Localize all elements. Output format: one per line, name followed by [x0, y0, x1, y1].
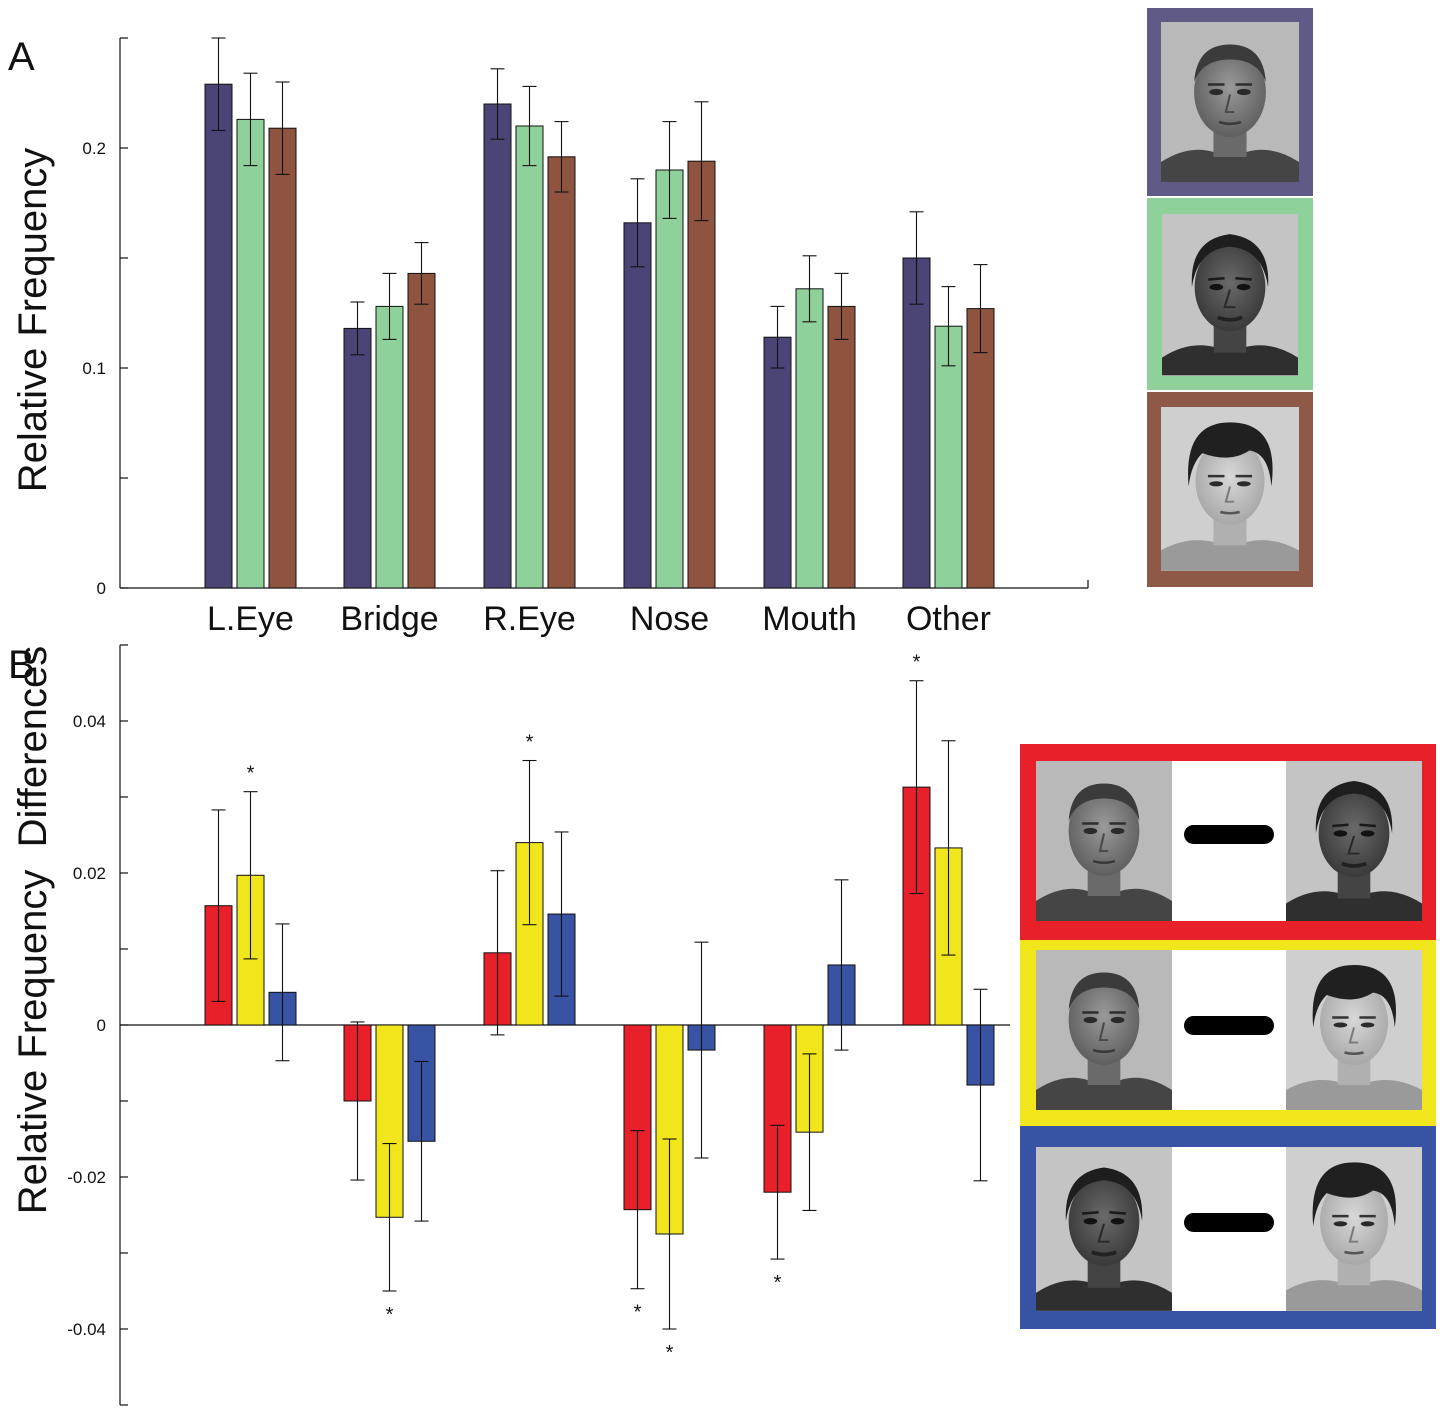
bar [623, 222, 652, 589]
legend-b-red-difference [1020, 744, 1436, 940]
legend-a-purple-face [1147, 8, 1313, 196]
panel-b-letter: B [8, 643, 35, 687]
legend-a-brown-face [1147, 392, 1313, 587]
y-tick-label: 0 [97, 579, 106, 598]
face-photo-icon [1284, 948, 1424, 1112]
face-photo-icon [1034, 759, 1174, 923]
minus-sign-icon [1184, 1016, 1274, 1035]
panel-a-letter: A [8, 35, 35, 79]
bar [515, 125, 544, 589]
category-label: Nose [630, 600, 709, 638]
category-label: L.Eye [207, 600, 294, 638]
panel-b-ylabel: Relative Frequency Differences [11, 646, 55, 1214]
bar [483, 103, 512, 589]
y-tick-label: 0 [97, 1016, 106, 1035]
y-tick-label: -0.04 [67, 1320, 106, 1339]
significance-marker: * [913, 652, 921, 674]
minus-sign-icon [1184, 1213, 1274, 1232]
y-tick-label: 0.1 [82, 359, 106, 378]
panel-b-chart: -0.04 -0.02 0 0.02 0.04 * * * * * * * [67, 644, 1010, 1406]
y-tick-label: -0.02 [67, 1168, 106, 1187]
legend-b-blue-difference [1020, 1126, 1436, 1329]
significance-marker: * [666, 1342, 674, 1364]
bar [375, 305, 404, 589]
face-photo-icon [1036, 1147, 1172, 1311]
face-photo-icon [1162, 214, 1298, 375]
y-tick-label: 0.04 [73, 712, 106, 731]
bar [655, 169, 684, 589]
significance-marker: * [774, 1272, 782, 1294]
bar [795, 288, 824, 589]
legend-b-yellow-difference [1020, 940, 1436, 1136]
face-photo-icon [1034, 948, 1174, 1112]
face-photo-icon [1159, 20, 1301, 184]
bar [268, 127, 297, 589]
bar [655, 1024, 684, 1235]
bar [343, 327, 372, 589]
bar [515, 842, 544, 1026]
bar [934, 325, 963, 589]
bar [763, 336, 792, 589]
bar [407, 272, 436, 589]
panel-a-chart: 0 0.1 0.2 L.Eye Bridge R.Eye Nose Mouth Other [82, 37, 1089, 638]
significance-marker: * [386, 1304, 394, 1326]
significance-marker: * [634, 1302, 642, 1324]
face-photo-icon [1286, 761, 1422, 921]
significance-marker: * [247, 763, 255, 785]
minus-sign-icon [1184, 825, 1274, 844]
bar [236, 118, 265, 589]
legend-a-green-face [1147, 198, 1313, 390]
bar [687, 160, 716, 589]
category-label: Mouth [762, 600, 857, 638]
significance-marker: * [526, 732, 534, 754]
y-tick-label: 0.2 [82, 139, 106, 158]
category-label: Bridge [340, 600, 438, 638]
face-photo-icon [1284, 1145, 1424, 1313]
panel-a-ylabel: Relative Frequency [11, 148, 55, 493]
category-label: Other [906, 600, 991, 638]
y-tick-label: 0.02 [73, 864, 106, 883]
bar [547, 156, 576, 589]
bar [827, 305, 856, 589]
face-photo-icon [1159, 405, 1301, 573]
category-label: R.Eye [483, 600, 576, 638]
bar [204, 83, 233, 589]
bar [902, 257, 931, 589]
